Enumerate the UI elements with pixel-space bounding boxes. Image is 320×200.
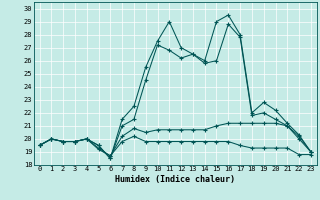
X-axis label: Humidex (Indice chaleur): Humidex (Indice chaleur) [115,175,235,184]
